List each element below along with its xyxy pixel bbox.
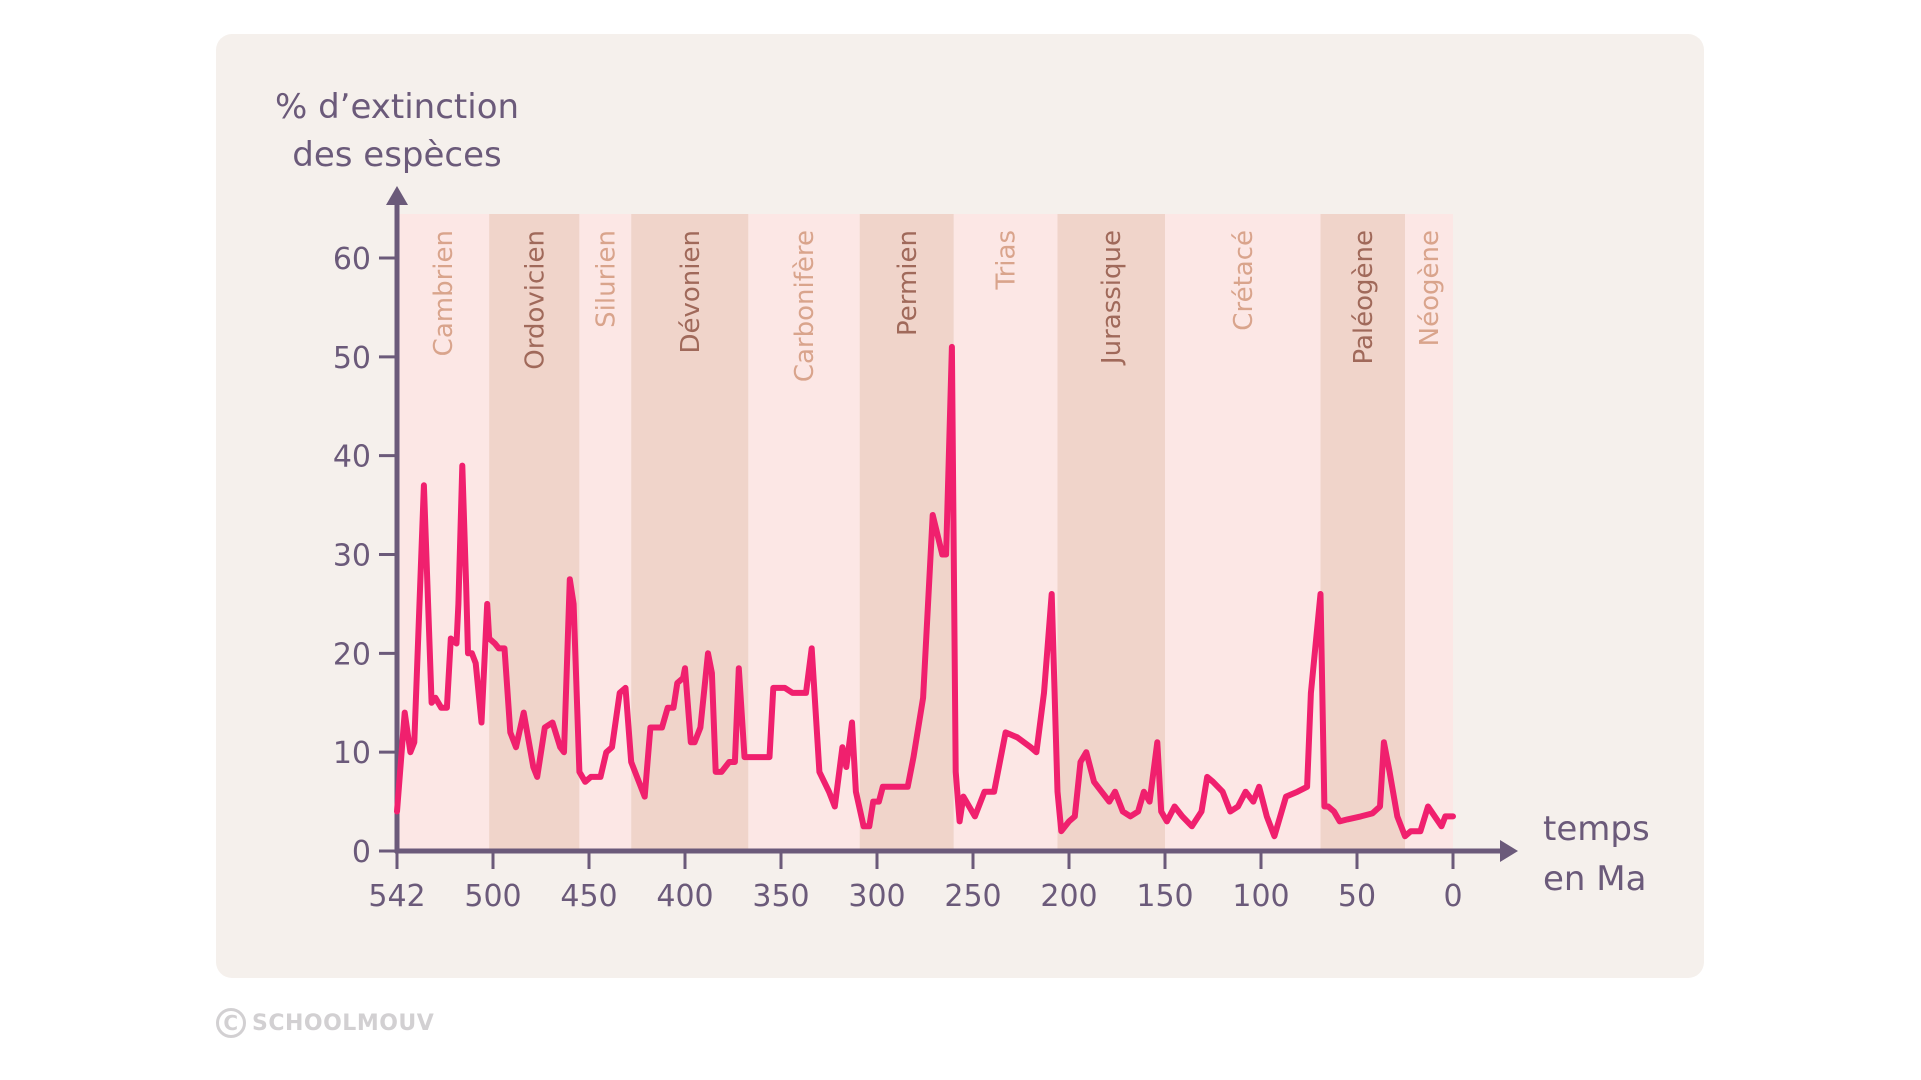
x-tick-label: 450 (560, 879, 617, 914)
period-label: Silurien (591, 230, 621, 328)
y-axis-title-line2: des espèces (292, 135, 501, 175)
x-tick-label: 400 (656, 879, 713, 914)
y-axis-title-line1: % d’extinction (275, 87, 519, 127)
period-band (1320, 214, 1405, 851)
x-tick-label: 200 (1040, 879, 1097, 914)
copyright-watermark: C SCHOOLMOUV (216, 1008, 434, 1038)
y-tick-label: 40 (333, 440, 371, 475)
period-bands (397, 214, 1453, 851)
y-tick-label: 20 (333, 637, 371, 672)
x-tick-label: 350 (752, 879, 809, 914)
period-band (579, 214, 632, 851)
period-label: Néogène (1415, 230, 1445, 346)
x-axis-arrow-icon (1500, 840, 1518, 862)
y-tick-label: 60 (333, 242, 371, 277)
period-labels: Cambrien Ordovicien Silurien Dévonien Carbon… (429, 230, 1445, 382)
x-axis-title-line2: en Ma (1543, 859, 1646, 899)
period-label: Paléogène (1349, 230, 1379, 365)
period-band (1165, 214, 1321, 851)
period-band (1405, 214, 1453, 851)
x-ticks: 542 500 450 400 350 300 250 200 150 100 50 0 (368, 851, 1463, 914)
period-band (1057, 214, 1165, 851)
x-axis-title-line1: temps (1543, 809, 1650, 849)
axes (386, 186, 1518, 862)
period-label: Permien (893, 230, 923, 336)
period-label: Dévonien (676, 230, 706, 354)
x-tick-label: 542 (368, 879, 425, 914)
y-tick-label: 10 (333, 736, 371, 771)
period-band (953, 214, 1058, 851)
period-label: Ordovicien (520, 230, 550, 370)
period-label: Carbonifère (790, 230, 820, 382)
x-tick-label: 150 (1136, 879, 1193, 914)
copyright-icon: C (216, 1008, 246, 1038)
x-tick-label: 300 (848, 879, 905, 914)
x-tick-label: 0 (1443, 879, 1462, 914)
y-axis-arrow-icon (386, 186, 408, 205)
x-tick-label: 50 (1338, 879, 1376, 914)
y-ticks: 0 10 20 30 40 50 60 (333, 242, 397, 870)
y-tick-label: 50 (333, 341, 371, 376)
extinction-series-line (394, 343, 1456, 840)
x-tick-label: 100 (1232, 879, 1289, 914)
brand-name: SCHOOLMOUV (252, 1010, 435, 1036)
y-tick-label: 0 (352, 835, 371, 870)
period-label: Crétacé (1229, 230, 1259, 331)
period-label: Trias (992, 230, 1022, 290)
period-label: Cambrien (429, 230, 459, 356)
period-label: Jurassique (1097, 230, 1127, 366)
x-tick-label: 250 (944, 879, 1001, 914)
y-tick-label: 30 (333, 539, 371, 574)
x-tick-label: 500 (464, 879, 521, 914)
